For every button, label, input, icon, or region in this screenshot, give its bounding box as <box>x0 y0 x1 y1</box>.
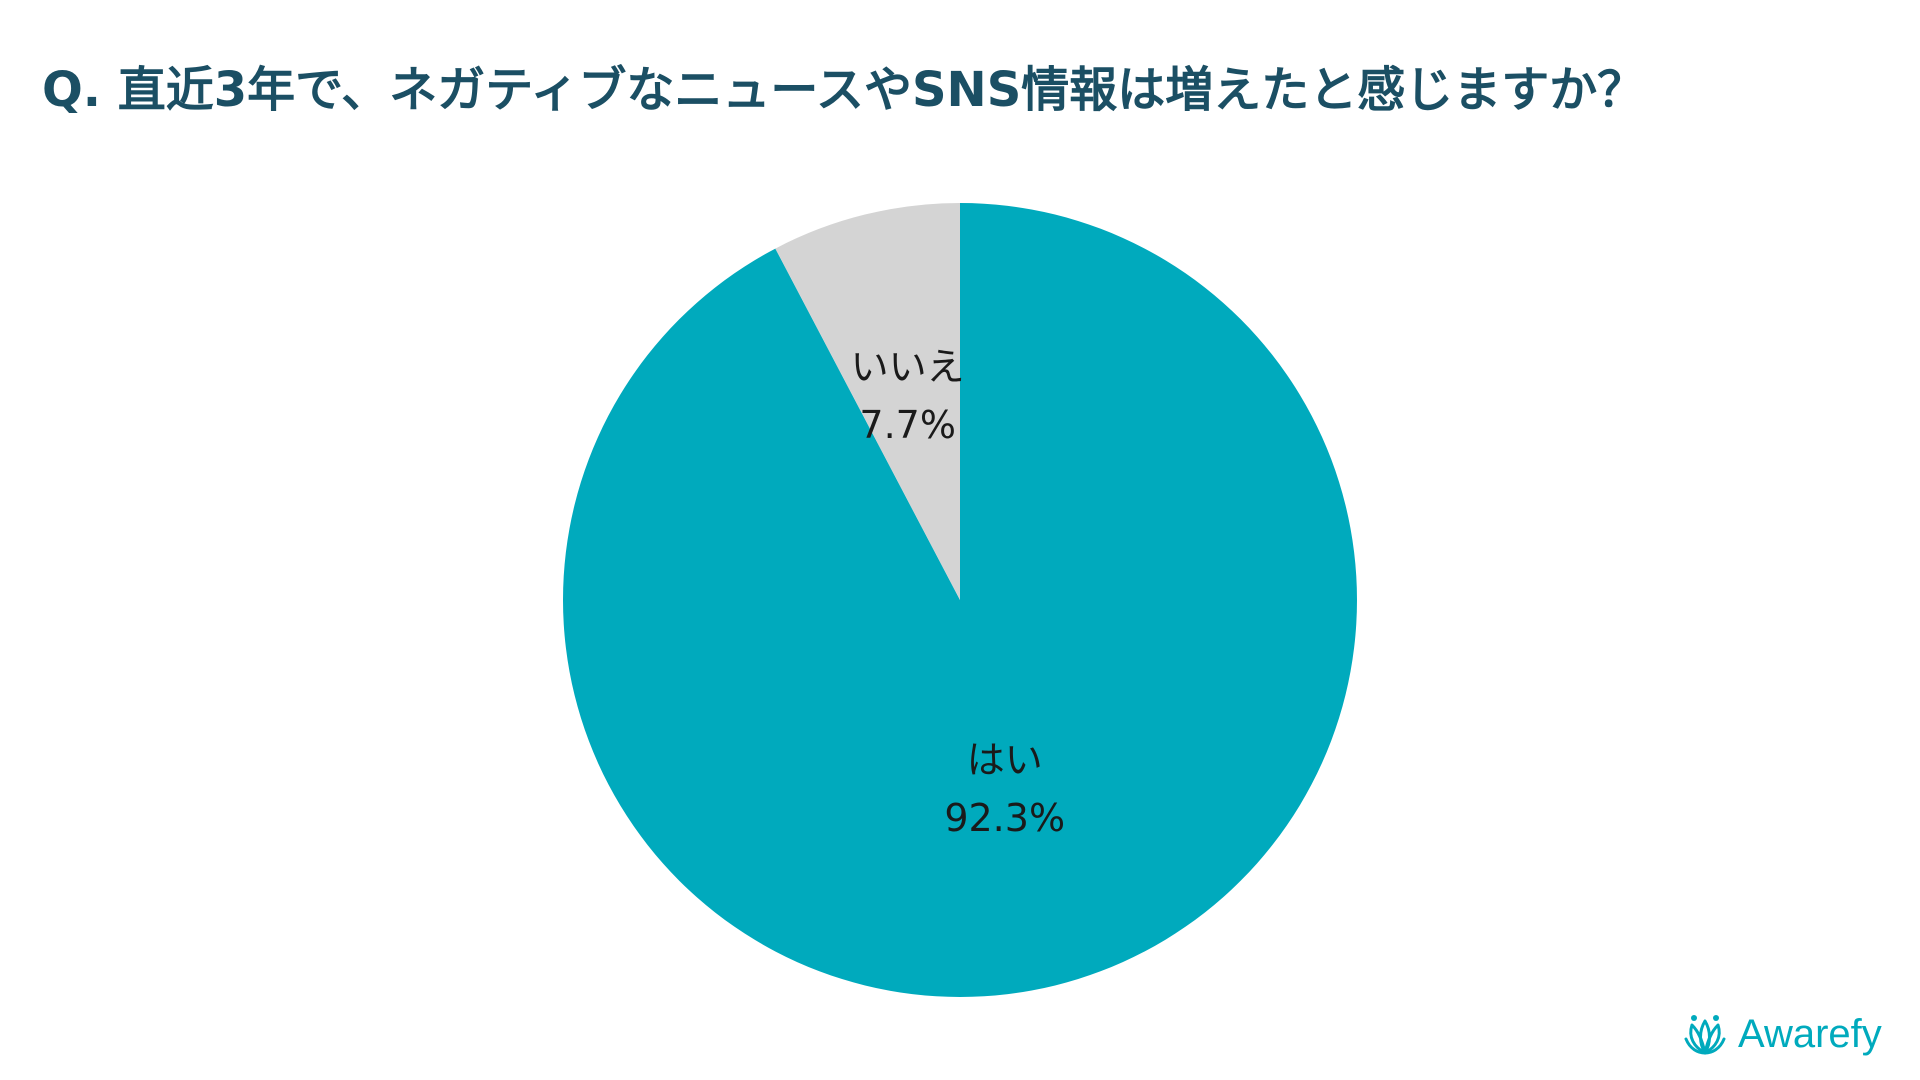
pie-slice-0 <box>562 203 1357 998</box>
brand-name: Awarefy <box>1738 1011 1882 1056</box>
brand-logo: Awarefy <box>1680 1006 1882 1062</box>
chart-title: Q. 直近3年で、ネガティブなニュースやSNS情報は増えたと感じますか？ <box>42 62 1646 118</box>
pie-slice-1 <box>775 203 960 600</box>
slice-value-1: 7.7% <box>859 403 956 447</box>
pie-slices <box>562 203 1357 998</box>
slice-label-0: はい <box>967 738 1043 782</box>
awarefy-lotus-icon <box>1684 1015 1726 1055</box>
pie-labels: はい 92.3% いいえ 7.7% <box>851 345 1065 840</box>
slice-label-1: いいえ <box>851 345 965 389</box>
slice-value-0: 92.3% <box>944 796 1065 840</box>
